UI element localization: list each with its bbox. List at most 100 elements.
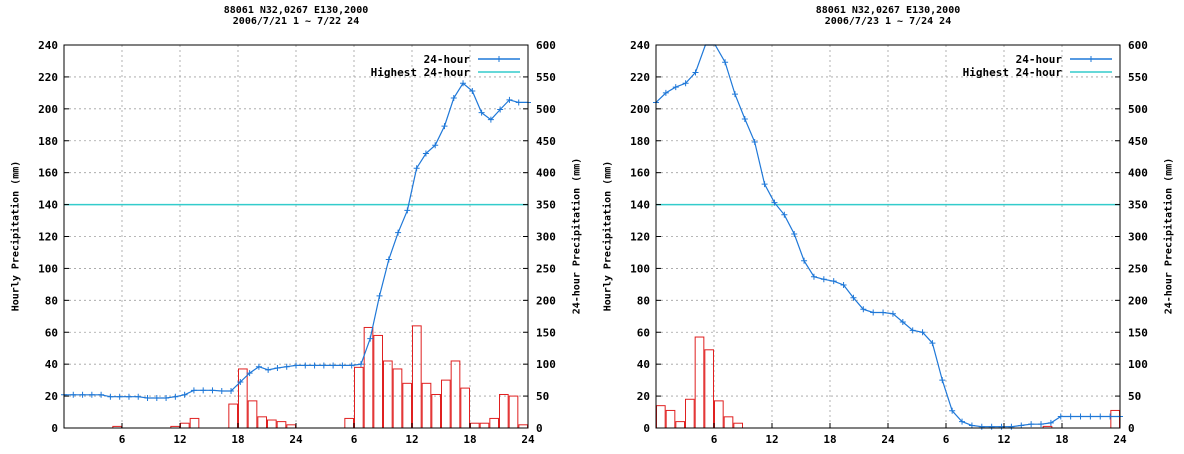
x-tick-label: 6 <box>119 433 126 446</box>
hourly-bar <box>392 368 403 429</box>
y2-tick-label: 350 <box>1128 199 1148 212</box>
y-tick-label: 20 <box>637 390 650 403</box>
x-tick-label: 12 <box>765 433 778 446</box>
hourly-bar <box>421 382 432 429</box>
series-point <box>163 394 170 401</box>
chart-panel-2: 88061 N32,0267 E130,2000 2006/7/23 1 ~ 7… <box>592 0 1184 454</box>
series-point <box>692 69 699 76</box>
y-tick-label: 220 <box>38 71 58 84</box>
legend-marker <box>496 56 502 62</box>
series-point <box>246 370 253 377</box>
series-point <box>722 59 729 66</box>
series-point <box>107 393 114 400</box>
y-tick-label: 0 <box>643 422 650 435</box>
series-point <box>771 199 778 206</box>
hourly-bar <box>450 360 461 429</box>
series-point <box>413 165 420 172</box>
series-point <box>311 362 318 369</box>
y2-tick-label: 400 <box>536 167 556 180</box>
series-point <box>88 391 95 398</box>
series-point <box>840 282 847 289</box>
chart-title: 88061 N32,0267 E130,2000 <box>223 5 369 16</box>
chart-title: 88061 N32,0267 E130,2000 <box>815 5 961 16</box>
hourly-bar <box>714 400 724 429</box>
hourly-bar <box>383 360 393 429</box>
chart-plot: 0 20 40 60 80 100 120 140 160 180 200 220 240 0 50 100 1… <box>630 39 1148 446</box>
series-point <box>968 422 975 429</box>
series-point <box>70 391 77 398</box>
series-point <box>153 394 160 401</box>
series-point <box>810 273 817 280</box>
hourly-bar <box>723 416 734 429</box>
series-point <box>988 423 995 430</box>
series-point <box>367 335 374 342</box>
series-point <box>1087 413 1094 420</box>
hourly-bar <box>344 417 355 429</box>
hourly-bar <box>402 382 413 429</box>
hourly-bar <box>267 419 277 429</box>
y-tick-label: 200 <box>38 103 58 116</box>
hourly-bar <box>412 325 422 429</box>
y2-tick-label: 200 <box>536 294 556 307</box>
y2-tick-label: 400 <box>1128 167 1148 180</box>
series-point <box>487 116 494 123</box>
hourly-bar <box>665 409 676 429</box>
series-point <box>432 142 439 149</box>
series-point <box>1067 413 1074 420</box>
series-point <box>385 256 392 263</box>
y-tick-label: 20 <box>45 390 58 403</box>
series-point <box>1107 413 1114 420</box>
y-tick-label: 220 <box>630 71 650 84</box>
series-point <box>125 393 132 400</box>
x-tick-label: 18 <box>463 433 476 446</box>
x-tick-label: 18 <box>823 433 836 446</box>
series-point <box>497 106 504 113</box>
series-point <box>302 362 309 369</box>
x-tick-label: 18 <box>1055 433 1068 446</box>
series-point <box>761 181 768 188</box>
hourly-bar <box>354 366 364 429</box>
y2-tick-label: 600 <box>1128 39 1148 52</box>
series-point <box>899 319 906 326</box>
hourly-bar <box>508 395 519 429</box>
series-point <box>228 387 235 394</box>
y2-tick-label: 0 <box>536 422 543 435</box>
y2-tick-label: 350 <box>536 199 556 212</box>
hourly-bar <box>247 400 258 429</box>
hourly-bar <box>228 403 238 429</box>
x-tick-label: 24 <box>521 433 535 446</box>
y-tick-label: 180 <box>38 135 58 148</box>
series-point <box>870 309 877 316</box>
series-point <box>672 84 679 91</box>
legend-label: 24-hour <box>424 53 471 66</box>
series-point <box>850 294 857 301</box>
hourly-bar <box>1110 409 1120 429</box>
y-tick-label: 40 <box>45 358 58 371</box>
hourly-bar <box>685 398 695 429</box>
series-point <box>218 387 225 394</box>
hourly-bar <box>470 422 480 429</box>
y-tick-label: 160 <box>630 167 650 180</box>
series-point <box>909 327 916 334</box>
series-point <box>741 116 748 123</box>
series-point <box>441 123 448 130</box>
hourly-bar <box>373 334 384 429</box>
y2-tick-label: 550 <box>1128 71 1148 84</box>
series-point <box>889 310 896 317</box>
series-point <box>404 207 411 214</box>
hourly-bar <box>656 405 666 429</box>
hourly-bar <box>257 416 268 429</box>
y2-tick-label: 450 <box>1128 135 1148 148</box>
series-point <box>1028 421 1035 428</box>
y2-tick-label: 550 <box>536 71 556 84</box>
series-point <box>116 393 123 400</box>
y2-tick-label: 50 <box>1128 390 1141 403</box>
series-point <box>1047 419 1054 426</box>
y-tick-label: 180 <box>630 135 650 148</box>
series-point <box>274 364 281 371</box>
y2-tick-label: 50 <box>536 390 549 403</box>
series-point <box>376 292 383 299</box>
series-point <box>959 418 966 425</box>
y-tick-label: 80 <box>45 294 58 307</box>
hourly-bar <box>704 349 715 429</box>
